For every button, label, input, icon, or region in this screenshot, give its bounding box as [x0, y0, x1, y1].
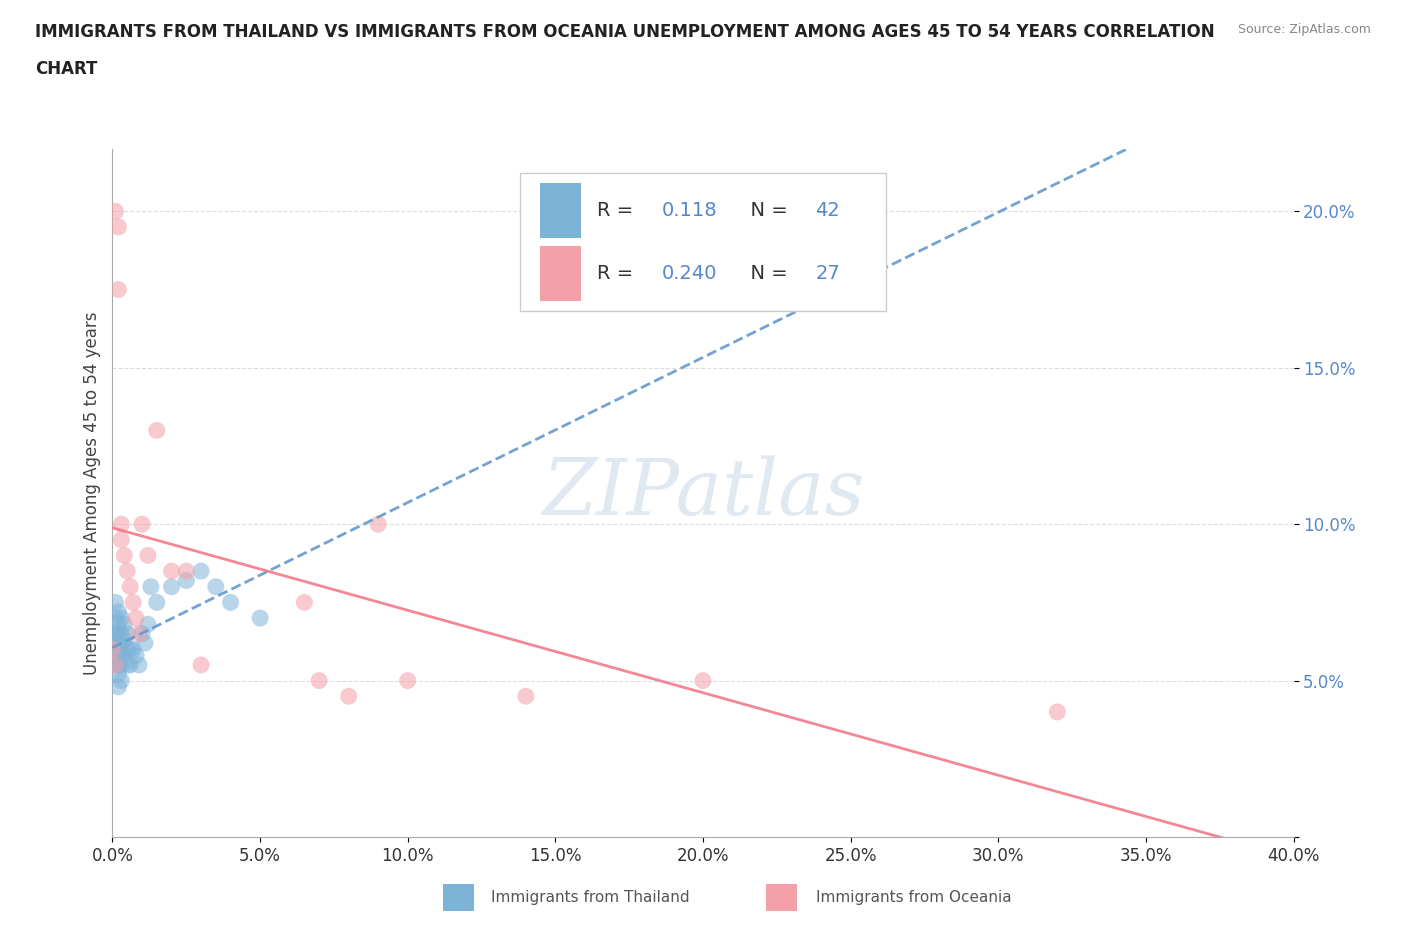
Point: [367, 517, 389, 532]
Point: [117, 658, 138, 672]
Point: [107, 648, 129, 663]
Text: R =: R =: [596, 263, 640, 283]
Point: [136, 548, 159, 563]
Point: [131, 626, 153, 641]
Point: [107, 635, 129, 650]
Point: [205, 579, 228, 594]
Point: [120, 579, 142, 594]
Text: N =: N =: [738, 201, 794, 219]
Text: R =: R =: [596, 201, 640, 219]
Y-axis label: Unemployment Among Ages 45 to 54 years: Unemployment Among Ages 45 to 54 years: [83, 312, 101, 674]
Point: [110, 517, 132, 532]
Point: [104, 642, 127, 657]
Text: N =: N =: [738, 263, 794, 283]
Point: [190, 658, 212, 672]
Text: 0.118: 0.118: [662, 201, 717, 219]
Point: [1046, 704, 1069, 719]
Point: [104, 204, 127, 219]
Point: [337, 689, 360, 704]
Point: [107, 604, 129, 619]
Point: [107, 282, 129, 297]
Point: [101, 642, 124, 657]
Point: [107, 658, 129, 672]
Point: [110, 626, 132, 641]
Point: [692, 673, 714, 688]
Point: [122, 642, 145, 657]
Point: [190, 564, 212, 578]
Point: [104, 595, 127, 610]
Point: [104, 658, 127, 672]
Point: [107, 617, 129, 631]
Point: [308, 673, 330, 688]
Point: [134, 635, 156, 650]
Point: [120, 658, 142, 672]
Point: [110, 658, 132, 672]
Point: [128, 658, 150, 672]
Point: [104, 626, 127, 641]
Point: [110, 673, 132, 688]
FancyBboxPatch shape: [540, 183, 581, 238]
Point: [112, 617, 135, 631]
Point: [396, 673, 419, 688]
Point: [107, 667, 129, 682]
Point: [117, 564, 138, 578]
Point: [219, 595, 242, 610]
Point: [292, 595, 315, 610]
Point: [125, 648, 148, 663]
Point: [117, 642, 138, 657]
Point: [174, 564, 197, 578]
Point: [112, 632, 135, 647]
Point: [101, 642, 124, 657]
Point: [112, 548, 135, 563]
Point: [139, 579, 162, 594]
Point: [131, 517, 153, 532]
Point: [174, 573, 197, 588]
Point: [160, 564, 183, 578]
Text: 27: 27: [815, 263, 839, 283]
Point: [146, 595, 169, 610]
Point: [117, 626, 138, 641]
Point: [101, 626, 124, 641]
Point: [110, 611, 132, 626]
Point: [146, 423, 169, 438]
Point: [515, 689, 537, 704]
Text: Immigrants from Oceania: Immigrants from Oceania: [815, 890, 1012, 905]
Point: [110, 532, 132, 547]
Text: Immigrants from Thailand: Immigrants from Thailand: [491, 890, 690, 905]
Point: [112, 648, 135, 663]
Point: [104, 658, 127, 672]
FancyBboxPatch shape: [520, 173, 886, 311]
Point: [136, 617, 159, 631]
Text: 42: 42: [815, 201, 839, 219]
Text: IMMIGRANTS FROM THAILAND VS IMMIGRANTS FROM OCEANIA UNEMPLOYMENT AMONG AGES 45 T: IMMIGRANTS FROM THAILAND VS IMMIGRANTS F…: [35, 23, 1215, 41]
Point: [122, 595, 145, 610]
Text: CHART: CHART: [35, 60, 97, 78]
Text: Source: ZipAtlas.com: Source: ZipAtlas.com: [1237, 23, 1371, 36]
Point: [120, 642, 142, 657]
Point: [249, 611, 271, 626]
Text: ZIPatlas: ZIPatlas: [541, 455, 865, 531]
Point: [107, 219, 129, 234]
FancyBboxPatch shape: [540, 246, 581, 300]
Point: [160, 579, 183, 594]
Point: [125, 611, 148, 626]
Point: [107, 626, 129, 641]
Point: [104, 611, 127, 626]
Point: [107, 680, 129, 695]
Text: 0.240: 0.240: [662, 263, 717, 283]
Point: [128, 626, 150, 641]
Point: [110, 642, 132, 657]
